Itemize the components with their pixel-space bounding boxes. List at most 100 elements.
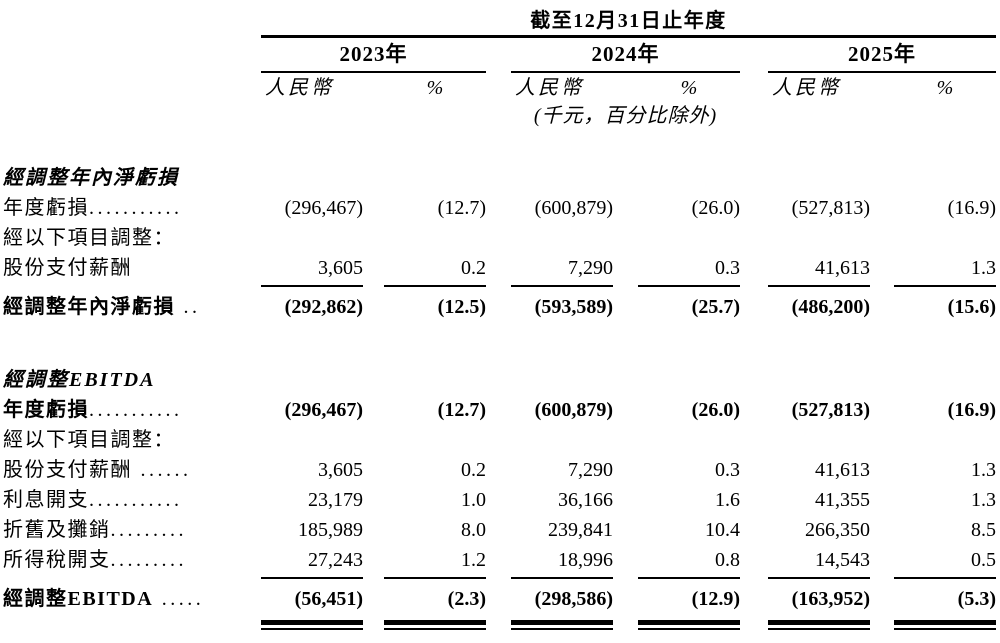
- row-value: 3,605: [318, 459, 363, 481]
- double-rule-thin: [638, 627, 740, 630]
- header-rule-row: [3, 35, 1000, 38]
- dot-leader: .........: [110, 549, 187, 571]
- dot-leader: .....: [153, 588, 205, 610]
- total-value: (5.3): [957, 588, 996, 610]
- table-row: 股份支付薪酬 ...... 3,605 0.2 7,290 0.3 41,613 1.3: [3, 455, 1000, 485]
- rule-line: [638, 577, 740, 579]
- row-value: 7,290: [568, 459, 613, 481]
- row-value: (296,467): [284, 197, 363, 219]
- row-value: (26.0): [691, 399, 740, 421]
- row-value: 1.3: [971, 257, 996, 279]
- column-rule: [511, 575, 613, 579]
- row-value: 0.2: [461, 257, 486, 279]
- row-value: 0.3: [715, 459, 740, 481]
- row-value: 14,543: [815, 549, 870, 571]
- row-value: 239,841: [548, 519, 613, 541]
- total-value: (12.9): [691, 588, 740, 610]
- column-rule-row: [3, 283, 1000, 289]
- year-group-rule-row: [3, 70, 1000, 73]
- row-label: 年度虧損...........: [3, 193, 261, 223]
- total-value: (298,586): [534, 588, 613, 610]
- double-rule: [511, 617, 613, 630]
- total-value: (163,952): [791, 588, 870, 610]
- row-label: 經以下項目調整：: [3, 223, 261, 253]
- rmb-header-2024: 人民幣: [515, 77, 584, 99]
- double-rule-row: [3, 617, 1000, 631]
- row-value: (600,879): [534, 399, 613, 421]
- row-value: 0.8: [715, 549, 740, 571]
- table-row: 經以下項目調整：: [3, 223, 1000, 253]
- column-rule: [384, 283, 486, 287]
- row-value: 1.3: [971, 459, 996, 481]
- row-value: 1.2: [461, 549, 486, 571]
- table-row: 利息開支........... 23,179 1.0 36,166 1.6 41,355 1…: [3, 485, 1000, 515]
- table-row: 年度虧損........... (296,467) (12.7) (600,879) (…: [3, 395, 1000, 425]
- dot-leader: ...........: [89, 399, 183, 421]
- rule-line: [261, 285, 363, 287]
- row-value: (12.7): [437, 197, 486, 219]
- table-row: 折舊及攤銷......... 185,989 8.0 239,841 10.4 266,3…: [3, 515, 1000, 545]
- section-header-row: 經調整年內淨虧損: [3, 163, 1000, 193]
- double-rule: [638, 617, 740, 630]
- pct-header-2024: %: [680, 77, 698, 99]
- row-label: 所得稅開支.........: [3, 545, 261, 575]
- total-value: (12.5): [437, 296, 486, 318]
- year-group-rule-2023: [261, 70, 486, 73]
- row-label: 股份支付薪酬: [3, 253, 261, 283]
- section-header: 經調整EBITDA: [3, 369, 156, 391]
- total-row: 經調整年內淨虧損 .. (292,862) (12.5) (593,589) (25.7…: [3, 289, 1000, 325]
- dot-leader: ...........: [89, 197, 183, 219]
- rule-line: [768, 577, 870, 579]
- double-rule-thick: [894, 620, 996, 625]
- rule-line: [511, 577, 613, 579]
- row-label-text: 年度虧損: [3, 197, 89, 219]
- column-rule: [768, 575, 870, 579]
- row-value: (16.9): [947, 197, 996, 219]
- rule-line: [894, 285, 996, 287]
- row-value: (527,813): [791, 197, 870, 219]
- row-value: 18,996: [558, 549, 613, 571]
- row-value: (527,813): [791, 399, 870, 421]
- rule-line: [261, 577, 363, 579]
- row-value: 266,350: [805, 519, 870, 541]
- row-value: (600,879): [534, 197, 613, 219]
- table-title: 截至12月31日止年度: [530, 10, 727, 32]
- table-body: 經調整年內淨虧損 年度虧損........... (296,467) (12.7) (6…: [3, 163, 1000, 631]
- double-rule-thick: [511, 620, 613, 625]
- row-label-text: 利息開支: [3, 489, 89, 511]
- total-value: (56,451): [294, 588, 363, 610]
- double-rule-thin: [384, 627, 486, 630]
- column-rule: [768, 283, 870, 287]
- total-value: (486,200): [791, 296, 870, 318]
- row-value: (26.0): [691, 197, 740, 219]
- row-value: 41,355: [815, 489, 870, 511]
- row-value: 1.3: [971, 489, 996, 511]
- rule-line: [511, 285, 613, 287]
- total-value: (2.3): [447, 588, 486, 610]
- row-value: 1.0: [461, 489, 486, 511]
- row-value: 41,613: [815, 459, 870, 481]
- double-rule-thick: [768, 620, 870, 625]
- total-label-text: 經調整年內淨虧損: [3, 296, 175, 318]
- row-value: 10.4: [705, 519, 740, 541]
- total-value: (593,589): [534, 296, 613, 318]
- double-rule-thick: [261, 620, 363, 625]
- column-rule: [511, 283, 613, 287]
- row-value: 185,989: [298, 519, 363, 541]
- row-label: 年度虧損...........: [3, 395, 261, 425]
- double-rule-thin: [261, 627, 363, 630]
- row-value: 8.5: [971, 519, 996, 541]
- row-value: 0.2: [461, 459, 486, 481]
- column-rule: [638, 283, 740, 287]
- double-rule: [768, 617, 870, 630]
- double-rule-thin: [511, 627, 613, 630]
- row-label-text: 折舊及攤銷: [3, 519, 111, 541]
- double-rule-thin: [768, 627, 870, 630]
- rmb-header-2025: 人民幣: [772, 77, 841, 99]
- double-rule: [894, 617, 996, 630]
- row-value: 0.3: [715, 257, 740, 279]
- year-group-rule-2024: [511, 70, 740, 73]
- unit-note-row: (千元，百分比除外): [3, 103, 1000, 129]
- pct-header-2023: %: [426, 77, 444, 99]
